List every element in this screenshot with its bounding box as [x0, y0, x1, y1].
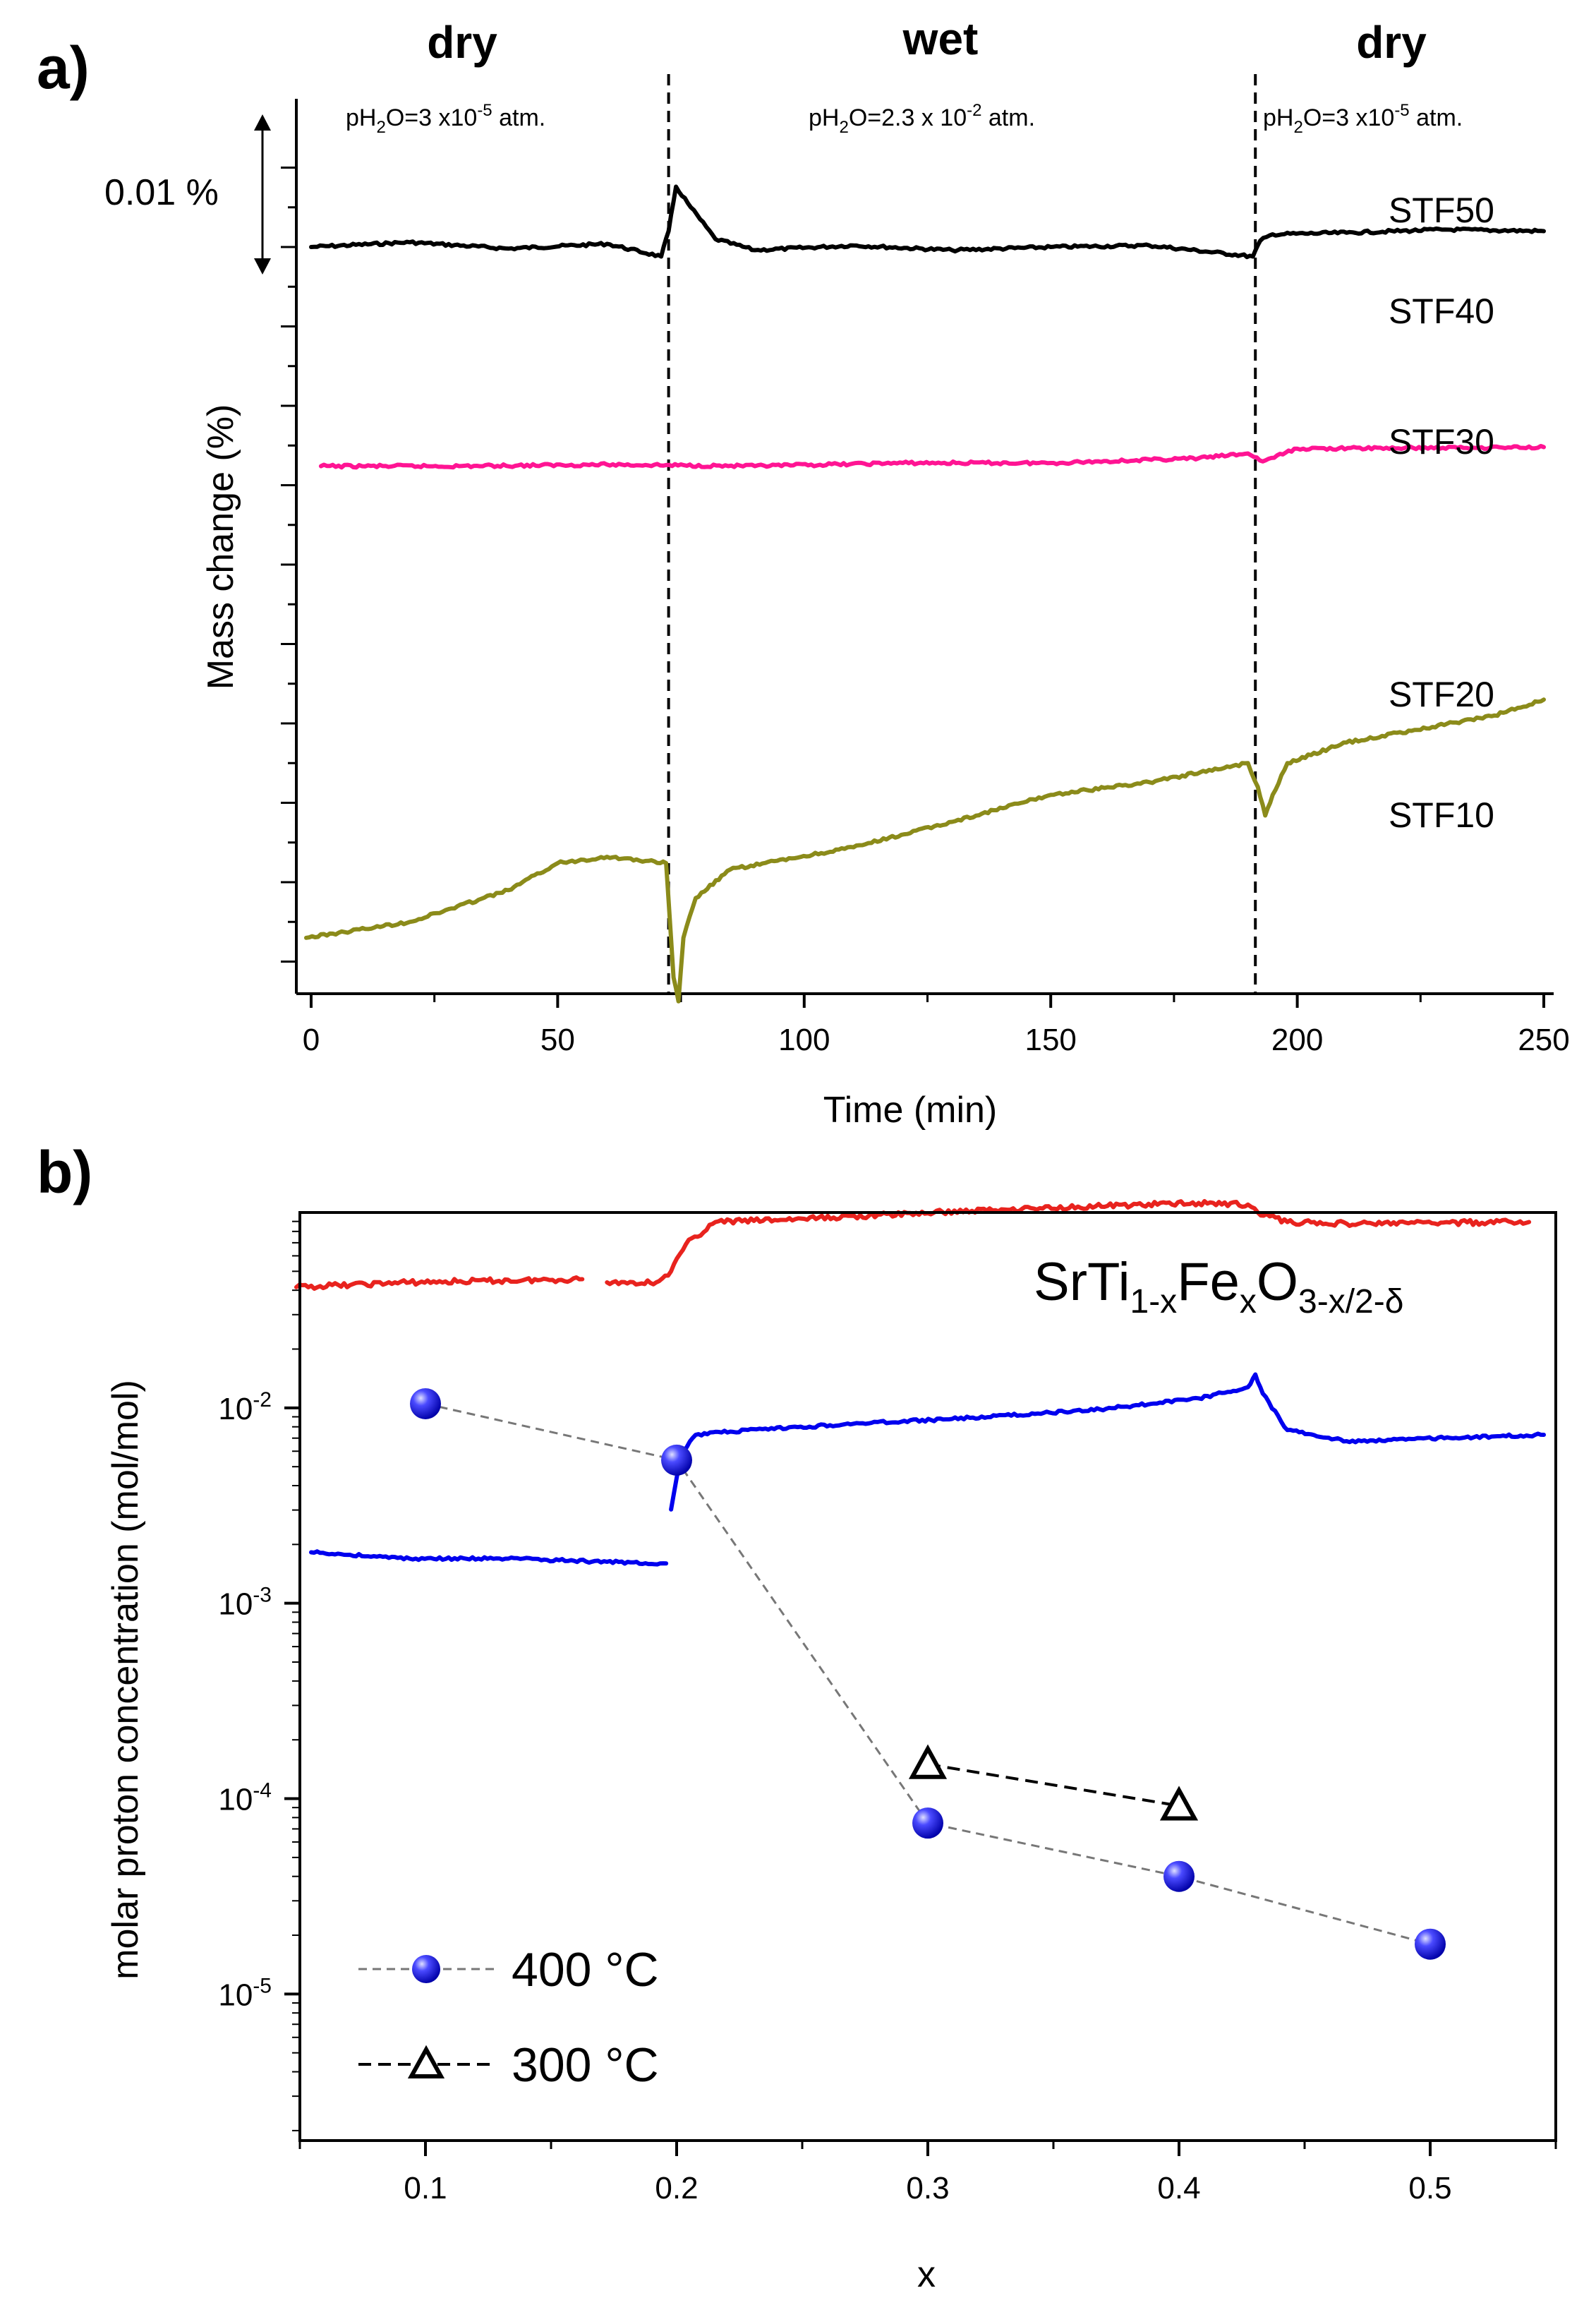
x-tick-label: 250	[1518, 1023, 1569, 1057]
point-400-0.1	[410, 1388, 441, 1419]
x-tick-label-b: 0.2	[655, 2171, 698, 2205]
section-label-dry-2: dry	[1356, 17, 1427, 68]
legend-label-400: 400 °C	[512, 1943, 659, 1997]
y-ticks	[281, 167, 296, 963]
series-label-stf20: STF20	[1389, 675, 1494, 714]
legend-label-300: 300 °C	[512, 2038, 659, 2092]
series-line-400	[425, 1402, 1431, 1946]
x-tick-label: 150	[1024, 1023, 1076, 1057]
panel-a-letter: a)	[37, 35, 90, 101]
point-400-0.3	[912, 1807, 943, 1839]
series-line-stf10	[309, 1372, 1546, 1567]
scale-bar-label: 0.01 %	[104, 172, 219, 213]
series-line-stf20	[294, 1198, 1532, 1291]
x-tick-label: 50	[540, 1023, 575, 1057]
series-line-stf30	[304, 697, 1546, 1004]
x-axis-label: Time (min)	[823, 1090, 998, 1131]
series-line-300	[927, 1762, 1180, 1807]
legend: 400 °C 300 °C	[358, 1943, 659, 2092]
series-label-stf50: STF50	[1389, 191, 1494, 230]
series-label-stf10: STF10	[1389, 795, 1494, 835]
x-ticks: 0 50 100 150 200 250	[303, 994, 1570, 1057]
series-line-stf40	[318, 444, 1546, 470]
scale-bar-arrow-up-icon	[254, 114, 271, 131]
x-tick-label: 100	[778, 1023, 830, 1057]
condition-label-dry-2: pH2O=3 x10-5 atm.	[1263, 101, 1463, 137]
series-group	[294, 184, 1546, 1567]
point-400-0.2	[661, 1444, 692, 1476]
legend-marker-triangle-icon	[407, 2045, 445, 2078]
x-tick-label: 0	[303, 1023, 320, 1057]
condition-label-wet: pH2O=2.3 x 10-2 atm.	[809, 101, 1035, 137]
x-tick-label: 200	[1271, 1023, 1323, 1057]
scale-bar: 0.01 %	[104, 114, 271, 275]
section-label-wet: wet	[902, 13, 979, 64]
point-400-0.5	[1415, 1928, 1446, 1960]
y-ticks-b: 10-2 10-3 10-4 10-5	[218, 1220, 300, 2131]
y-axis-label: Mass change (%)	[200, 404, 241, 690]
panel-b-letter: b)	[37, 1139, 92, 1205]
plot-frame	[298, 1211, 1557, 2142]
panel-b: b) 10-2 10-3 10-4 10-5 0.1 0.2 0.3 0.4 0.5 SrTi…	[37, 1139, 1557, 2295]
series-line-stf50	[309, 184, 1546, 260]
x-tick-label-b: 0.5	[1408, 2171, 1451, 2205]
point-300-0.4	[1159, 1786, 1199, 1821]
legend-marker-sphere-icon	[412, 1955, 440, 1983]
y-tick-label-b: 10-4	[218, 1779, 272, 1817]
condition-dividers	[667, 74, 1257, 994]
y-tick-label-b: 10-2	[218, 1388, 272, 1426]
x-ticks-b: 0.1 0.2 0.3 0.4 0.5	[298, 2141, 1557, 2205]
panel-a: a) dry wet dry pH2O=3 x10-5 atm. pH2O=2.…	[37, 13, 1570, 1567]
x-tick-label-b: 0.4	[1157, 2171, 1200, 2205]
scatter-series-group	[410, 1388, 1446, 1960]
point-400-0.4	[1163, 1860, 1195, 1892]
section-label-dry-1: dry	[427, 17, 497, 68]
series-label-stf30: STF30	[1389, 422, 1494, 462]
condition-label-dry-1: pH2O=3 x10-5 atm.	[346, 101, 545, 137]
scale-bar-arrow-down-icon	[254, 258, 271, 275]
y-tick-label-b: 10-3	[218, 1584, 272, 1622]
x-tick-label-b: 0.1	[404, 2171, 447, 2205]
series-label-stf40: STF40	[1389, 291, 1494, 331]
formula-label: SrTi1-xFexO3-x/2-δ	[1034, 1252, 1403, 1320]
y-axis-label-b: molar proton concentration (mol/mol)	[105, 1380, 146, 1980]
x-tick-label-b: 0.3	[906, 2171, 949, 2205]
y-tick-label-b: 10-5	[218, 1974, 272, 2012]
x-axis-label-b: x	[917, 2254, 936, 2295]
point-300-0.3	[908, 1744, 948, 1779]
